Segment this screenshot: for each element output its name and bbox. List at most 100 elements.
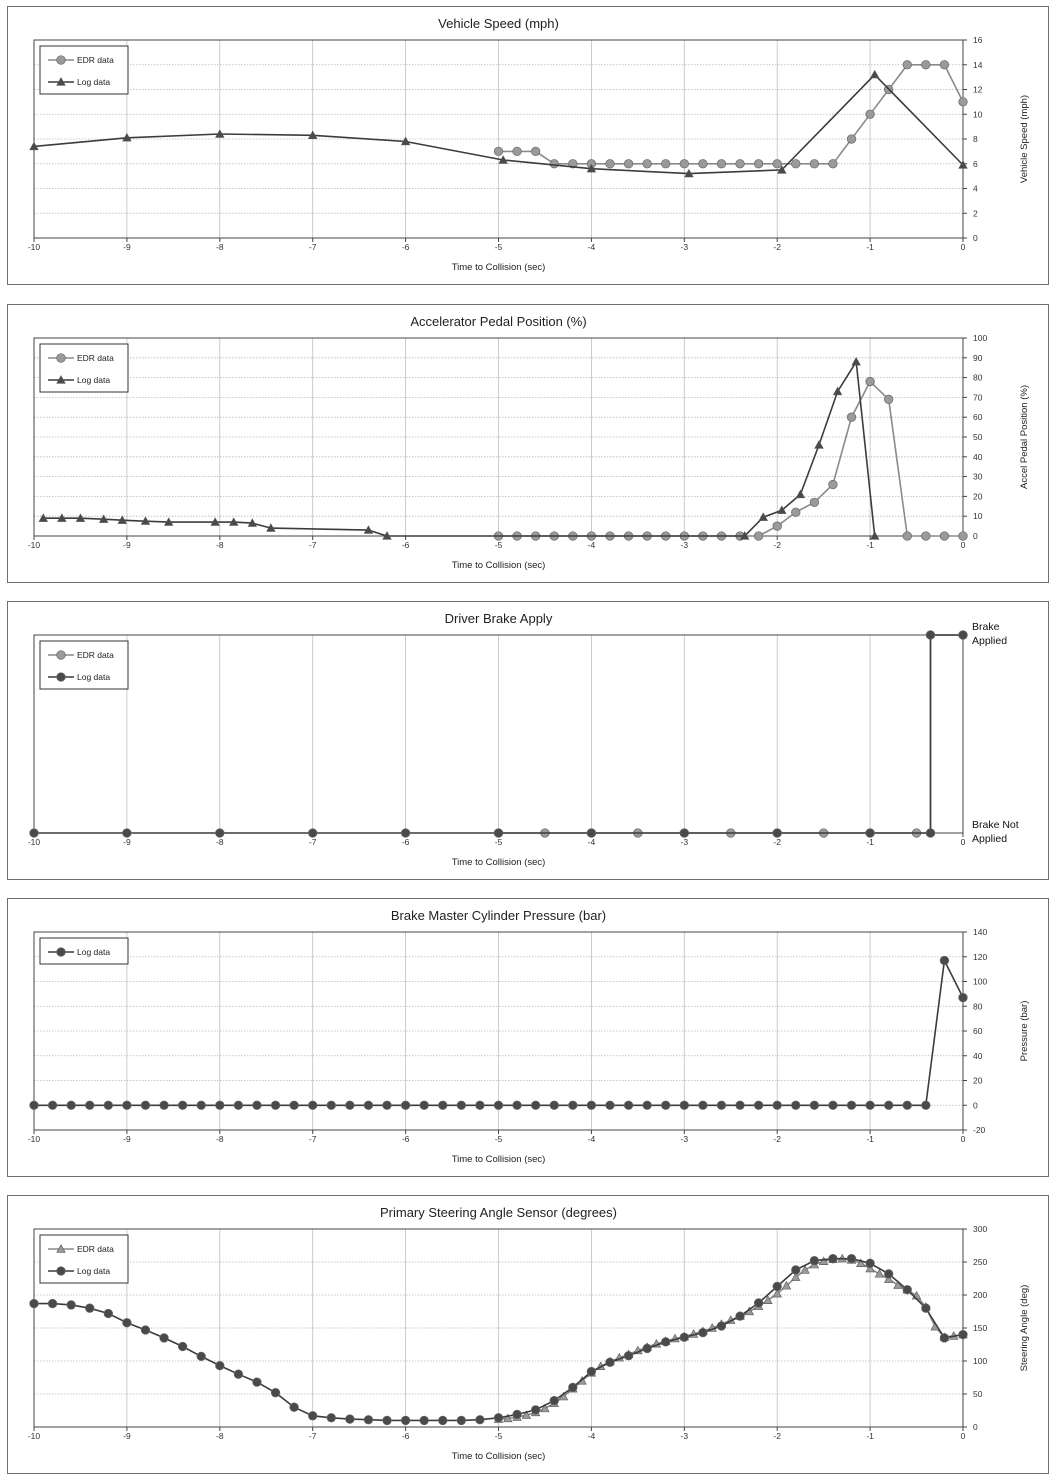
legend-swatch-marker [56,672,66,682]
data-point [921,1100,931,1110]
data-point [753,159,764,169]
chart-panel-vehicle-speed: Vehicle Speed (mph) 0 2 4 6 8 10 12 14 16 -10 -9 -8-… [7,6,1049,285]
series-line [498,380,963,537]
y-tick-label: 70 [973,392,983,402]
data-point [758,512,768,521]
chart-accelerator-pedal: Accelerator Pedal Position (%) 0 10 20 30 40 5… [28,314,1030,571]
y-tick-label: 6 [973,159,978,169]
data-point [735,159,745,169]
data-point [247,518,258,527]
data-point [29,141,39,151]
y-tick-label: 80 [973,373,983,383]
data-point [679,1100,689,1110]
x-tick-label: 0 [961,837,966,847]
y-tick-label: 30 [973,472,983,482]
data-point [493,146,504,157]
data-point [763,1295,773,1304]
data-point [870,69,880,79]
data-point [140,1325,151,1335]
series-edr-data [493,630,968,838]
legend-label: Log data [77,672,110,682]
data-point [623,1100,634,1110]
data-point [958,1329,968,1340]
y-tick-label: 0 [973,1422,978,1432]
data-point [531,1405,541,1415]
x-tick-label: -4 [588,837,596,847]
data-point [57,513,67,522]
legend-label: EDR data [77,353,114,363]
data-point [549,1395,559,1406]
x-tick-label: -1 [866,837,874,847]
data-point [549,1100,559,1110]
data-point [252,1100,262,1110]
legend-label: Log data [77,77,110,87]
data-point [308,1411,318,1421]
data-point [215,828,225,838]
data-point [605,1357,615,1367]
data-point [363,1415,374,1425]
x-tick-label: -7 [309,1134,317,1144]
data-point [512,1100,522,1110]
x-tick-label: -7 [309,540,317,550]
data-point [925,630,936,640]
data-point [958,630,968,640]
data-point [772,159,782,169]
data-point [735,1311,745,1321]
data-point [856,1258,866,1267]
data-point [308,1100,318,1110]
data-point [777,505,787,514]
y-tick-label: 90 [973,353,983,363]
legend-label: Log data [77,375,110,385]
y-tick-label: 120 [973,952,987,962]
x-tick-label: -8 [216,1431,224,1441]
data-point [884,1269,894,1279]
category-label: Brake Not Applied [972,819,1019,845]
data-point [122,828,132,838]
legend: EDR data Log data [39,45,129,95]
data-point [308,828,318,838]
data-point [698,1327,708,1338]
data-point [47,1100,58,1110]
data-point [382,531,392,540]
x-tick-label: -6 [402,1134,410,1144]
data-point [215,1360,225,1371]
x-tick-label: -3 [681,1134,689,1144]
chart-title: Primary Steering Angle Sensor (degrees) [380,1205,617,1220]
x-tick-label: -3 [681,540,689,550]
data-point [716,1321,727,1331]
x-tick-label: -9 [123,1431,131,1441]
data-point [475,1100,485,1110]
chart-title: Accelerator Pedal Position (%) [410,314,586,329]
legend-box [39,45,129,95]
data-point [215,129,225,138]
data-point [642,1343,652,1354]
data-point [846,134,857,144]
data-point [29,1298,39,1309]
data-point [642,1100,652,1110]
data-point [893,1280,903,1289]
y-tick-label: 2 [973,208,978,218]
chart-driver-brake-apply: Driver Brake Apply-10 -9 -8 -7 -6 -5 -4 -3 -2 -1 0… [28,611,1019,868]
chart-panel-accelerator-pedal: Accelerator Pedal Position (%) 0 10 20 30 40 5… [7,304,1049,583]
data-point [939,60,950,70]
y-tick-label: 16 [973,35,983,45]
data-point [196,1100,206,1110]
data-point [795,489,806,499]
data-point [363,525,374,534]
data-point [800,1265,810,1274]
data-point [438,1100,448,1110]
legend-label: Log data [77,1266,110,1276]
legend-swatch-marker [56,55,66,65]
data-point [419,1415,429,1426]
data-point [382,1415,392,1426]
data-point [832,386,843,396]
data-point [605,159,615,169]
data-point [921,531,931,541]
data-point [75,513,86,522]
data-point [902,531,912,541]
data-point [568,1382,578,1393]
y-tick-label: 10 [973,109,983,119]
x-tick-label: -4 [588,540,596,550]
x-tick-label: -2 [773,1431,781,1441]
legend: EDR data Log data [39,343,129,393]
